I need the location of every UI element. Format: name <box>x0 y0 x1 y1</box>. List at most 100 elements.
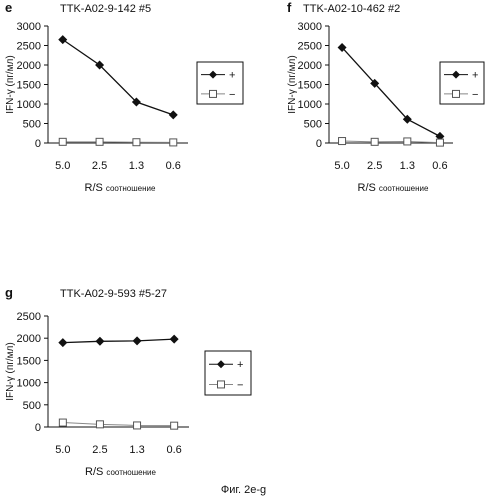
y-tick-label: 2500 <box>298 41 322 53</box>
panel-label: f <box>287 0 292 15</box>
y-tick-label: 2000 <box>17 60 41 72</box>
x-axis-label: R/S соотношение <box>358 182 429 194</box>
data-point-minus <box>403 137 412 146</box>
y-tick-label: 2000 <box>17 333 41 345</box>
y-tick-label: 500 <box>23 119 41 131</box>
chart-title: TTK-A02-9-593 #5-27 <box>60 288 167 300</box>
y-axis-label: IFN-γ (пг/мл) <box>5 342 16 400</box>
y-tick-label: 0 <box>35 422 41 434</box>
x-axis-label-main: R/S <box>85 182 103 194</box>
chart-panel-e: e TTK-A02-9-142 #5 0 500 1000 1500 2000 2500 300… <box>5 0 244 194</box>
legend-marker-minus <box>217 380 225 389</box>
data-point-plus <box>132 336 142 346</box>
data-point-plus <box>337 42 347 52</box>
data-point-plus <box>95 336 105 346</box>
chart-title: TTK-A02-9-142 #5 <box>60 3 151 15</box>
panel-label: e <box>5 0 12 15</box>
legend-box <box>204 350 252 396</box>
x-tick-label: 2.5 <box>367 160 382 172</box>
chart-panel-f: f TTK-A02-10-462 #2 0 500 1000 1500 2000 2500 30… <box>287 0 485 194</box>
legend-marker-plus <box>217 360 225 369</box>
data-point-minus <box>170 421 179 430</box>
x-tick-label: 0.6 <box>167 444 182 456</box>
chart-title: TTK-A02-10-462 #2 <box>303 3 400 15</box>
series-line <box>62 338 175 344</box>
x-tick-label: 1.3 <box>129 160 144 172</box>
y-tick-label: 0 <box>35 138 41 150</box>
y-tick-label: 500 <box>23 400 41 412</box>
chart-legend: +− <box>439 61 485 105</box>
chart-legend: +− <box>196 61 244 105</box>
x-axis-label-sub: соотношение <box>106 184 156 193</box>
legend-label: − <box>472 89 478 101</box>
data-point-plus <box>58 35 68 45</box>
y-tick-label: 500 <box>304 119 322 131</box>
series-line <box>341 47 441 137</box>
x-tick-label: 5.0 <box>55 444 70 456</box>
data-point-plus <box>168 110 178 120</box>
y-tick-label: 2500 <box>17 311 41 323</box>
data-point-plus <box>95 60 105 70</box>
legend-marker-minus <box>209 89 217 98</box>
x-tick-label: 1.3 <box>400 160 415 172</box>
x-tick-label: 5.0 <box>334 160 349 172</box>
y-tick-label: 0 <box>316 138 322 150</box>
x-axis-label-sub: соотношение <box>379 184 429 193</box>
legend-marker-plus <box>209 70 217 79</box>
y-tick-label: 2000 <box>298 60 322 72</box>
y-tick-label: 3000 <box>298 21 322 33</box>
y-axis-label: IFN-γ (пг/мл) <box>287 55 298 113</box>
x-tick-label: 1.3 <box>129 444 144 456</box>
x-axis-label-sub: соотношение <box>106 468 156 477</box>
data-point-minus <box>58 137 67 146</box>
data-point-minus <box>370 137 379 146</box>
y-tick-label: 2500 <box>17 41 41 53</box>
data-point-minus <box>338 137 347 146</box>
x-axis-label-main: R/S <box>358 182 376 194</box>
data-point-minus <box>95 420 104 429</box>
y-tick-label: 1500 <box>17 80 41 92</box>
chart-legend: +− <box>204 350 252 396</box>
data-point-minus <box>95 137 104 146</box>
data-point-minus <box>435 138 444 147</box>
y-tick-label: 1000 <box>17 99 41 111</box>
x-axis-label: R/S соотношение <box>85 182 156 194</box>
legend-box <box>439 61 485 105</box>
data-point-plus <box>169 334 179 344</box>
data-point-plus <box>402 114 412 124</box>
panel-label: g <box>5 285 13 300</box>
x-tick-label: 5.0 <box>55 160 70 172</box>
data-point-minus <box>169 138 178 147</box>
legend-label: − <box>229 89 235 101</box>
legend-label: + <box>229 70 235 82</box>
x-tick-label: 2.5 <box>92 160 107 172</box>
x-tick-label: 0.6 <box>432 160 447 172</box>
x-axis-label: R/S соотношение <box>85 466 156 478</box>
data-point-minus <box>133 421 142 430</box>
x-tick-label: 2.5 <box>92 444 107 456</box>
y-tick-label: 1500 <box>17 355 41 367</box>
data-point-minus <box>132 138 141 147</box>
x-tick-label: 0.6 <box>166 160 181 172</box>
legend-label: + <box>472 70 478 82</box>
y-tick-label: 1000 <box>17 378 41 390</box>
x-axis-label-main: R/S <box>85 466 103 478</box>
y-axis-label: IFN-γ (пг/мл) <box>5 55 16 113</box>
y-tick-label: 1000 <box>298 99 322 111</box>
legend-box <box>196 61 244 105</box>
series-line <box>342 140 440 144</box>
series-line <box>62 141 174 143</box>
legend-marker-minus <box>452 89 460 98</box>
series-line <box>62 39 174 116</box>
data-point-minus <box>58 418 67 427</box>
data-point-plus <box>370 78 380 88</box>
legend-label: + <box>237 359 243 371</box>
series-line <box>62 422 175 427</box>
legend-marker-plus <box>452 70 460 79</box>
y-tick-label: 1500 <box>298 80 322 92</box>
legend-label: − <box>237 379 243 391</box>
y-tick-label: 3000 <box>17 21 41 33</box>
data-point-plus <box>131 97 141 107</box>
figure-caption: Фиг. 2e-g <box>220 484 267 496</box>
